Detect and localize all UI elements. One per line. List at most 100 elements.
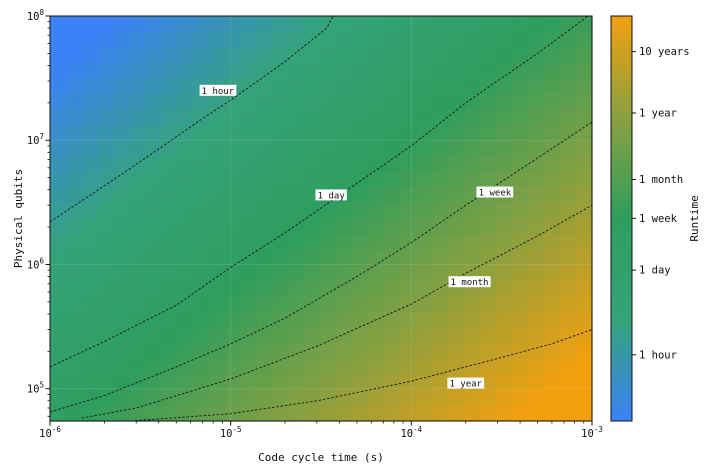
colorbar-tick-label: 1 hour: [639, 349, 677, 361]
heatmap-cell: [560, 389, 577, 407]
heatmap-cell: [496, 265, 513, 282]
heatmap-cell: [241, 62, 258, 79]
heatmap-cell: [129, 311, 147, 329]
colorbar-tick-label: 1 day: [639, 265, 671, 277]
heatmap-cell: [528, 389, 545, 407]
heatmap-cell: [257, 389, 274, 407]
heatmap-cell: [352, 62, 370, 79]
heatmap-cell: [336, 47, 354, 64]
heatmap-cell: [544, 327, 561, 344]
heatmap-cell: [480, 171, 497, 188]
heatmap-cell: [496, 358, 513, 375]
heatmap-cell: [241, 234, 258, 251]
contour-label: 1 hour: [202, 87, 235, 97]
colorbar: [610, 15, 633, 422]
heatmap-cell: [512, 218, 529, 235]
heatmap-cell: [576, 171, 593, 188]
contour-label: 1 month: [451, 278, 489, 288]
heatmap-cell: [400, 374, 418, 391]
heatmap-cell: [464, 78, 482, 95]
heatmap-cell: [384, 156, 402, 173]
heatmap-cell: [384, 405, 402, 422]
heatmap-cell: [225, 47, 242, 64]
heatmap-cell: [576, 187, 593, 204]
heatmap-cell: [544, 171, 561, 188]
heatmap-cell: [209, 374, 226, 391]
heatmap-cell: [400, 405, 418, 422]
heatmap-cell: [448, 327, 466, 344]
heatmap-cell: [129, 249, 147, 266]
heatmap-cell: [448, 93, 466, 111]
heatmap-cell: [161, 47, 179, 64]
heatmap-cell: [161, 265, 179, 282]
heatmap-cell: [368, 358, 386, 375]
heatmap-cell: [241, 125, 258, 142]
heatmap-cell: [145, 296, 163, 313]
heatmap-cell: [560, 16, 577, 33]
heatmap-cell: [352, 78, 370, 95]
heatmap-cell: [528, 343, 545, 360]
heatmap-cell: [352, 31, 370, 48]
heatmap-cell: [145, 47, 163, 64]
heatmap-cell: [289, 78, 306, 95]
heatmap-cell: [416, 249, 434, 266]
heatmap-cell: [97, 202, 115, 220]
heatmap-cell: [97, 249, 115, 266]
heatmap-cell: [576, 358, 593, 375]
heatmap-cell: [432, 280, 450, 297]
heatmap-cell: [225, 202, 242, 220]
heatmap-cell: [576, 296, 593, 313]
heatmap-cell: [97, 140, 115, 157]
heatmap-cell: [81, 405, 99, 422]
heatmap-cell: [193, 405, 211, 422]
heatmap-cell: [512, 140, 529, 157]
heatmap-cell: [209, 31, 226, 48]
y-tick-base: 10: [27, 259, 40, 271]
heatmap-cell: [273, 234, 290, 251]
heatmap-cell: [496, 140, 513, 157]
heatmap-cell: [225, 280, 242, 297]
heatmap-cell: [81, 125, 99, 142]
colorbar-tick-label: 10 years: [639, 46, 690, 58]
heatmap-cell: [65, 109, 83, 126]
heatmap-cell: [560, 140, 577, 157]
heatmap-cell: [50, 16, 67, 33]
heatmap-cell: [273, 218, 290, 235]
heatmap-cell: [241, 249, 258, 266]
heatmap-cell: [496, 327, 513, 344]
heatmap-cell: [352, 311, 370, 329]
heatmap-cell: [544, 405, 561, 422]
heatmap-cell: [336, 140, 354, 157]
heatmap-cell: [273, 358, 290, 375]
heatmap-cell: [384, 140, 402, 157]
heatmap-cell: [496, 234, 513, 251]
heatmap-cell: [400, 327, 418, 344]
heatmap-cell: [225, 218, 242, 235]
heatmap-cell: [129, 171, 147, 188]
heatmap-cell: [81, 47, 99, 64]
heatmap-cell: [129, 343, 147, 360]
heatmap-cell: [560, 405, 577, 422]
heatmap-cell: [65, 202, 83, 220]
heatmap-cell: [97, 125, 115, 142]
heatmap-cell: [225, 249, 242, 266]
heatmap-cell: [400, 311, 418, 329]
heatmap-cell: [145, 327, 163, 344]
heatmap-cell: [464, 405, 482, 422]
heatmap-cell: [576, 311, 593, 329]
x-tick-exponent: -6: [52, 425, 62, 434]
heatmap-cell: [289, 109, 306, 126]
heatmap-cell: [193, 16, 211, 33]
heatmap-cell: [177, 171, 195, 188]
heatmap-cell: [161, 31, 179, 48]
heatmap-cell: [321, 234, 338, 251]
heatmap-cell: [97, 187, 115, 204]
heatmap-cell: [480, 296, 497, 313]
heatmap-cell: [193, 62, 211, 79]
heatmap-cell: [81, 374, 99, 391]
heatmap-cell: [65, 358, 83, 375]
heatmap-cell: [65, 93, 83, 111]
heatmap-cell: [384, 93, 402, 111]
heatmap-cell: [352, 16, 370, 33]
